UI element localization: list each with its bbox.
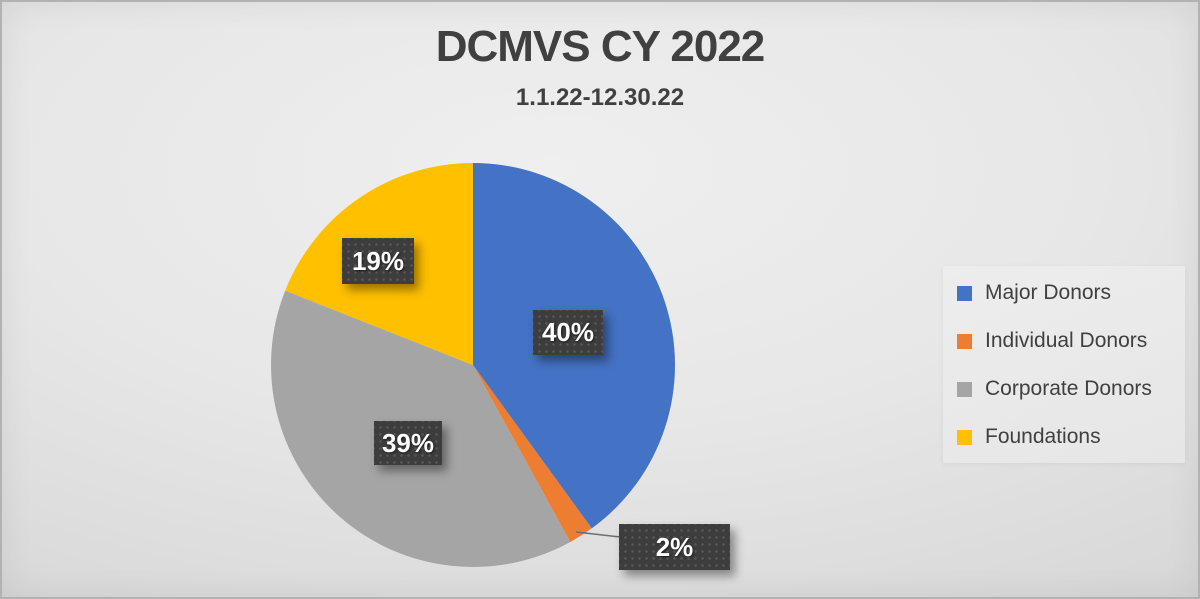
legend-item-foundations: Foundations (957, 413, 1185, 461)
legend-label-foundations: Foundations (985, 425, 1101, 448)
chart-title: DCMVS CY 2022 (435, 22, 766, 71)
chart-subtitle: 1.1.22-12.30.22 (515, 84, 685, 111)
callout-leader-line (575, 531, 621, 538)
data-label-individual-donors: 2% (619, 524, 730, 570)
legend-label-major-donors: Major Donors (985, 281, 1112, 304)
legend-label-individual-donors: Individual Donors (985, 329, 1148, 352)
legend-swatch-individual-donors (957, 333, 972, 349)
legend-item-major-donors: Major Donors (957, 269, 1185, 317)
legend: Major Donors Individual Donors Corporate… (943, 266, 1185, 463)
data-label-foundations: 19% (342, 238, 414, 284)
legend-label-corporate-donors: Corporate Donors (985, 377, 1152, 400)
pie-slice-individual-donors (473, 365, 592, 543)
legend-swatch-foundations (957, 429, 972, 445)
legend-swatch-corporate-donors (957, 381, 972, 397)
data-label-major-donors: 40% (533, 310, 603, 355)
legend-item-corporate-donors: Corporate Donors (957, 365, 1185, 413)
pie-slices (271, 163, 675, 567)
data-label-corporate-donors: 39% (374, 421, 442, 465)
legend-item-individual-donors: Individual Donors (957, 317, 1185, 365)
legend-swatch-major-donors (957, 285, 972, 301)
